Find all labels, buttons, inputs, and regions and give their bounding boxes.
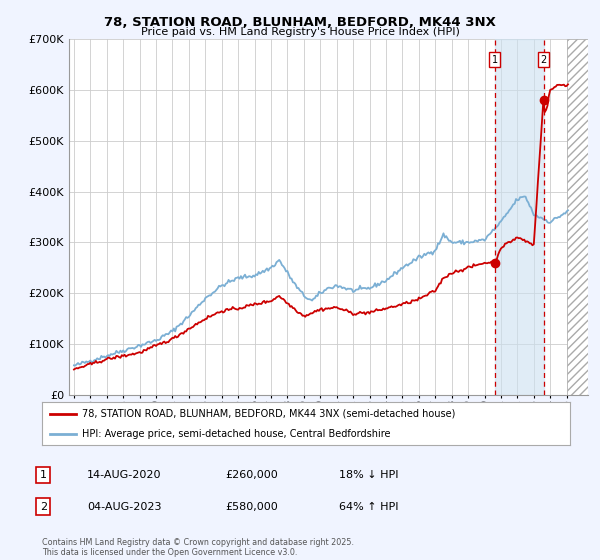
Text: £260,000: £260,000 [225, 470, 278, 480]
Text: 04-AUG-2023: 04-AUG-2023 [87, 502, 161, 512]
Text: 1: 1 [40, 470, 47, 480]
Text: 78, STATION ROAD, BLUNHAM, BEDFORD, MK44 3NX (semi-detached house): 78, STATION ROAD, BLUNHAM, BEDFORD, MK44… [82, 409, 455, 419]
Text: HPI: Average price, semi-detached house, Central Bedfordshire: HPI: Average price, semi-detached house,… [82, 428, 390, 438]
Text: Contains HM Land Registry data © Crown copyright and database right 2025.
This d: Contains HM Land Registry data © Crown c… [42, 538, 354, 557]
Text: 14-AUG-2020: 14-AUG-2020 [87, 470, 161, 480]
Text: 18% ↓ HPI: 18% ↓ HPI [339, 470, 398, 480]
Text: 78, STATION ROAD, BLUNHAM, BEDFORD, MK44 3NX: 78, STATION ROAD, BLUNHAM, BEDFORD, MK44… [104, 16, 496, 29]
Text: 1: 1 [491, 54, 498, 64]
Text: 2: 2 [40, 502, 47, 512]
Text: 2: 2 [541, 54, 547, 64]
Bar [495, 39, 544, 395]
Text: £580,000: £580,000 [225, 502, 278, 512]
Text: Price paid vs. HM Land Registry's House Price Index (HPI): Price paid vs. HM Land Registry's House … [140, 27, 460, 37]
Bar [566, 39, 588, 395]
Text: 64% ↑ HPI: 64% ↑ HPI [339, 502, 398, 512]
